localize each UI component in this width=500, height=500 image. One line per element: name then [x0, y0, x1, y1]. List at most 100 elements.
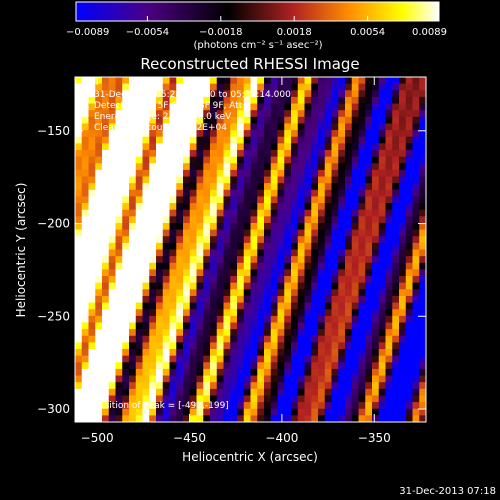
heatmap-cell	[358, 375, 366, 383]
heatmap-cell	[203, 362, 211, 370]
heatmap-cell	[419, 110, 426, 118]
heatmap-cell	[135, 355, 144, 363]
heatmap-cell	[378, 368, 387, 377]
heatmap-cell	[142, 335, 150, 343]
heatmap-cell	[405, 362, 414, 370]
heatmap-cell	[297, 123, 306, 131]
heatmap-cell	[270, 236, 279, 244]
heatmap-cell	[378, 249, 387, 257]
heatmap-cell	[345, 395, 353, 403]
heatmap-cell	[230, 302, 238, 310]
heatmap-cell	[189, 309, 198, 317]
heatmap-cell	[142, 90, 150, 98]
heatmap-cell	[412, 90, 420, 98]
heatmap-cell	[162, 156, 171, 164]
heatmap-cell	[81, 216, 90, 224]
heatmap-cell	[243, 110, 252, 118]
heatmap-cell	[358, 349, 366, 357]
heatmap-cell	[304, 110, 312, 118]
heatmap-cell	[351, 116, 360, 125]
heatmap-cell	[102, 196, 110, 204]
heatmap-cell	[210, 402, 218, 410]
heatmap-cell	[129, 183, 137, 191]
heatmap-cell	[291, 375, 299, 383]
heatmap-cell	[385, 169, 393, 178]
heatmap-cell	[88, 209, 96, 217]
heatmap-cell	[183, 375, 191, 383]
heatmap-cell	[135, 342, 144, 350]
heatmap-cell	[385, 90, 393, 98]
heatmap-cell	[129, 262, 137, 270]
heatmap-cell	[351, 335, 360, 343]
heatmap-cell	[291, 368, 299, 377]
heatmap-cell	[338, 269, 346, 277]
heatmap-cell	[311, 143, 319, 151]
heatmap-cell	[203, 408, 211, 416]
heatmap-cell	[284, 249, 292, 257]
heatmap-cell	[419, 269, 426, 277]
heatmap-cell	[297, 149, 306, 158]
heatmap-cell	[81, 149, 90, 158]
heatmap-cell	[345, 249, 353, 257]
heatmap-cell	[311, 216, 319, 224]
heatmap-cell	[270, 395, 279, 403]
heatmap-cell	[297, 256, 306, 264]
heatmap-cell	[351, 242, 360, 251]
heatmap-cell	[216, 196, 225, 204]
heatmap-cell	[412, 96, 420, 105]
heatmap-cell	[277, 329, 285, 337]
heatmap-cell	[385, 163, 393, 171]
heatmap-cell	[351, 262, 360, 270]
heatmap-cell	[189, 415, 198, 422]
heatmap-cell	[102, 269, 110, 277]
heatmap-cell	[203, 110, 211, 118]
heatmap-cell	[176, 415, 184, 422]
heatmap-cell	[223, 83, 231, 91]
heatmap-cell	[250, 176, 258, 184]
heatmap-cell	[142, 209, 150, 217]
heatmap-cell	[81, 83, 90, 91]
heatmap-cell	[122, 309, 130, 317]
heatmap-cell	[284, 103, 292, 111]
heatmap-cell	[149, 342, 157, 350]
heatmap-cell	[270, 315, 279, 324]
heatmap-cell	[88, 262, 96, 270]
heatmap-cell	[210, 222, 218, 231]
heatmap-cell	[129, 402, 137, 410]
heatmap-cell	[250, 156, 258, 164]
heatmap-cell	[75, 116, 83, 125]
heatmap-cell	[365, 335, 373, 343]
heatmap-cell	[216, 83, 225, 91]
heatmap-cell	[176, 276, 184, 284]
heatmap-cell	[264, 90, 272, 98]
heatmap-cell	[365, 329, 373, 337]
heatmap-cell	[108, 156, 117, 164]
heatmap-cell	[358, 322, 366, 330]
heatmap-cell	[351, 329, 360, 337]
heatmap-cell	[156, 355, 164, 363]
heatmap-cell	[189, 242, 198, 251]
heatmap-cell	[115, 90, 123, 98]
heatmap-cell	[338, 282, 346, 290]
heatmap-cell	[142, 249, 150, 257]
heatmap-cell	[318, 236, 326, 244]
heatmap-cell	[351, 415, 360, 422]
heatmap-cell	[142, 116, 150, 125]
heatmap-cell	[115, 176, 123, 184]
heatmap-cell	[102, 315, 110, 324]
heatmap-cell	[169, 229, 177, 237]
heatmap-cell	[399, 402, 407, 410]
heatmap-cell	[351, 368, 360, 377]
heatmap-cell	[81, 402, 90, 410]
heatmap-cell	[318, 216, 326, 224]
heatmap-cell	[270, 355, 279, 363]
heatmap-cell	[270, 130, 279, 138]
heatmap-cell	[216, 222, 225, 231]
heatmap-cell	[176, 203, 184, 211]
heatmap-cell	[81, 96, 90, 105]
heatmap-cell	[149, 130, 157, 138]
heatmap-cell	[189, 143, 198, 151]
heatmap-cell	[122, 103, 130, 111]
heatmap-cell	[115, 415, 123, 422]
heatmap-cell	[223, 149, 231, 158]
